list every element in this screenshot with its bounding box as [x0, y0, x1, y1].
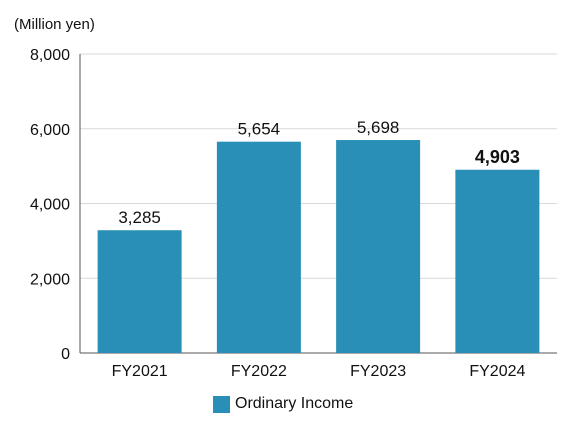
legend: Ordinary Income — [213, 395, 353, 413]
data-label: 5,698 — [357, 118, 400, 137]
y-tick-label: 6,000 — [30, 122, 70, 139]
bar — [336, 140, 421, 353]
y-tick-label: 8,000 — [30, 47, 70, 64]
data-label: 5,654 — [238, 120, 281, 139]
y-axis-unit-label: (Million yen) — [14, 16, 95, 33]
y-tick-label: 4,000 — [30, 197, 70, 214]
x-tick-label: FY2021 — [112, 363, 168, 380]
x-tick-label: FY2024 — [469, 363, 525, 380]
bar — [97, 230, 182, 353]
data-label: 3,285 — [118, 208, 161, 227]
x-tick-label: FY2022 — [231, 363, 287, 380]
bar — [455, 169, 540, 353]
y-tick-label: 0 — [61, 346, 70, 363]
legend-label: Ordinary Income — [235, 395, 354, 412]
y-tick-label: 2,000 — [30, 271, 70, 288]
data-label: 4,903 — [475, 147, 520, 167]
x-tick-label: FY2023 — [350, 363, 406, 380]
legend-swatch — [213, 395, 230, 413]
bar — [216, 141, 301, 353]
